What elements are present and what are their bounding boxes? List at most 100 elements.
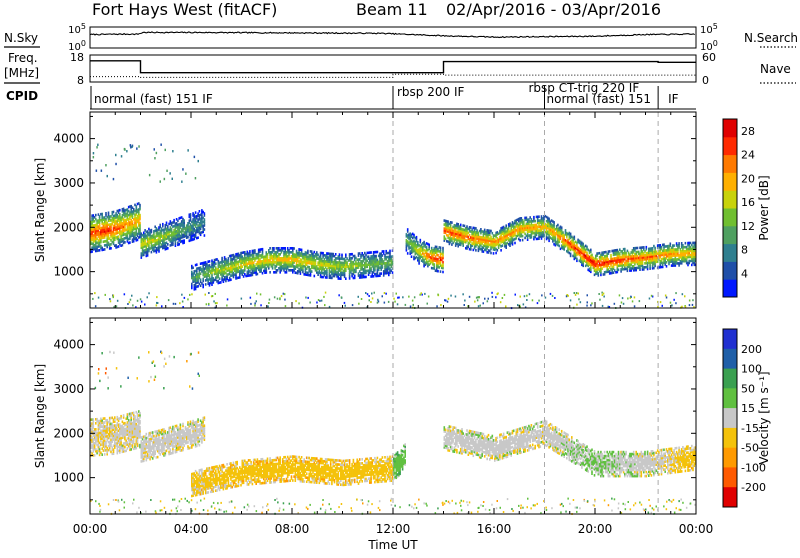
power-noise-cell — [675, 292, 677, 294]
power-noise-cell — [358, 303, 360, 305]
power-cell — [586, 246, 588, 249]
freq-series-line — [90, 61, 696, 73]
power-cell — [522, 239, 524, 242]
power-noise-cell — [115, 154, 117, 156]
power-noise-cell — [619, 294, 621, 296]
power-noise-cell — [154, 157, 156, 159]
power-cell — [375, 255, 377, 258]
power-noise-cell — [156, 304, 158, 306]
power-noise-cell — [284, 293, 286, 295]
power-noise-cell — [181, 181, 183, 183]
power-noise-cell — [552, 295, 554, 297]
power-noise-cell — [532, 299, 534, 301]
power-noise-cell — [602, 305, 604, 307]
power-noise-cell — [185, 173, 187, 175]
power-noise-cell — [500, 301, 502, 303]
power-noise-cell — [187, 149, 189, 151]
power-cell — [311, 270, 313, 273]
power-noise-cell — [121, 155, 123, 157]
power-cell — [205, 283, 207, 286]
power-cell — [314, 275, 316, 278]
power-cell — [191, 283, 193, 286]
power-noise-cell — [599, 299, 601, 301]
nave-label: Nave — [760, 62, 791, 76]
power-cell — [519, 239, 521, 242]
power-noise-cell — [497, 292, 499, 294]
power-cell — [215, 262, 217, 265]
power-noise-cell — [281, 295, 283, 297]
power-noise-cell — [131, 295, 133, 297]
power-noise-cell — [602, 294, 604, 296]
power-noise-cell — [107, 175, 109, 177]
power-cell — [590, 249, 592, 252]
power-noise-cell — [402, 296, 404, 298]
power-noise-cell — [341, 296, 343, 298]
power-noise-cell — [166, 170, 168, 172]
power-cell — [442, 271, 444, 274]
power-cell — [460, 224, 462, 227]
power-cell — [139, 214, 141, 217]
power-cell — [670, 243, 672, 246]
power-noise-cell — [169, 172, 171, 174]
power-cell — [413, 234, 415, 237]
power-noise-cell — [621, 302, 623, 304]
noise-left-tick: 105 — [68, 22, 86, 36]
power-cell — [219, 277, 221, 280]
power-noise-cell — [587, 301, 589, 303]
power-noise-cell — [148, 292, 150, 294]
power-cell — [129, 241, 131, 244]
power-noise-cell — [428, 296, 430, 298]
power-cell — [666, 265, 668, 268]
power-noise-cell — [526, 299, 528, 301]
power-noise-cell — [502, 297, 504, 299]
power-noise-cell — [298, 302, 300, 304]
power-noise-cell — [96, 146, 98, 148]
power-noise-cell — [484, 298, 486, 300]
power-cell — [574, 236, 576, 239]
power-cell — [624, 248, 626, 251]
power-cell — [493, 252, 495, 255]
noise-frame — [90, 27, 696, 48]
power-cell — [190, 213, 192, 216]
power-noise-cell — [260, 293, 262, 295]
power-cell — [490, 252, 492, 255]
power-cell — [167, 247, 169, 250]
power-noise-cell — [256, 293, 258, 295]
power-cell — [365, 276, 367, 279]
power-cell — [119, 209, 121, 212]
power-cell — [416, 236, 418, 239]
power-noise-cell — [394, 301, 396, 303]
power-noise-cell — [156, 152, 158, 154]
power-noise-cell — [448, 298, 450, 300]
power-noise-cell — [173, 303, 175, 305]
power-cell — [389, 250, 391, 253]
power-noise-cell — [277, 298, 279, 300]
power-noise-cell — [144, 304, 146, 306]
power-noise-cell — [285, 305, 287, 307]
power-ytick-label: 4000 — [53, 132, 84, 146]
power-noise-cell — [117, 300, 119, 302]
power-noise-cell — [161, 305, 163, 307]
power-cell — [423, 241, 425, 244]
power-noise-cell — [96, 170, 98, 172]
power-noise-cell — [495, 296, 497, 298]
power-noise-cell — [274, 296, 276, 298]
power-noise-cell — [575, 294, 577, 296]
power-noise-cell — [194, 156, 196, 158]
power-noise-cell — [538, 300, 540, 302]
power-noise-cell — [130, 299, 132, 301]
power-cell — [464, 225, 466, 228]
power-cell — [151, 229, 153, 232]
power-cell — [249, 250, 251, 253]
power-noise-cell — [491, 292, 493, 294]
power-cell — [197, 285, 199, 288]
power-cell — [643, 246, 645, 249]
power-noise-cell — [692, 304, 694, 306]
power-noise-cell — [427, 303, 429, 305]
power-noise-cell — [182, 168, 184, 170]
power-cell — [335, 253, 337, 256]
power-noise-cell — [256, 300, 258, 302]
power-cell — [204, 218, 206, 221]
